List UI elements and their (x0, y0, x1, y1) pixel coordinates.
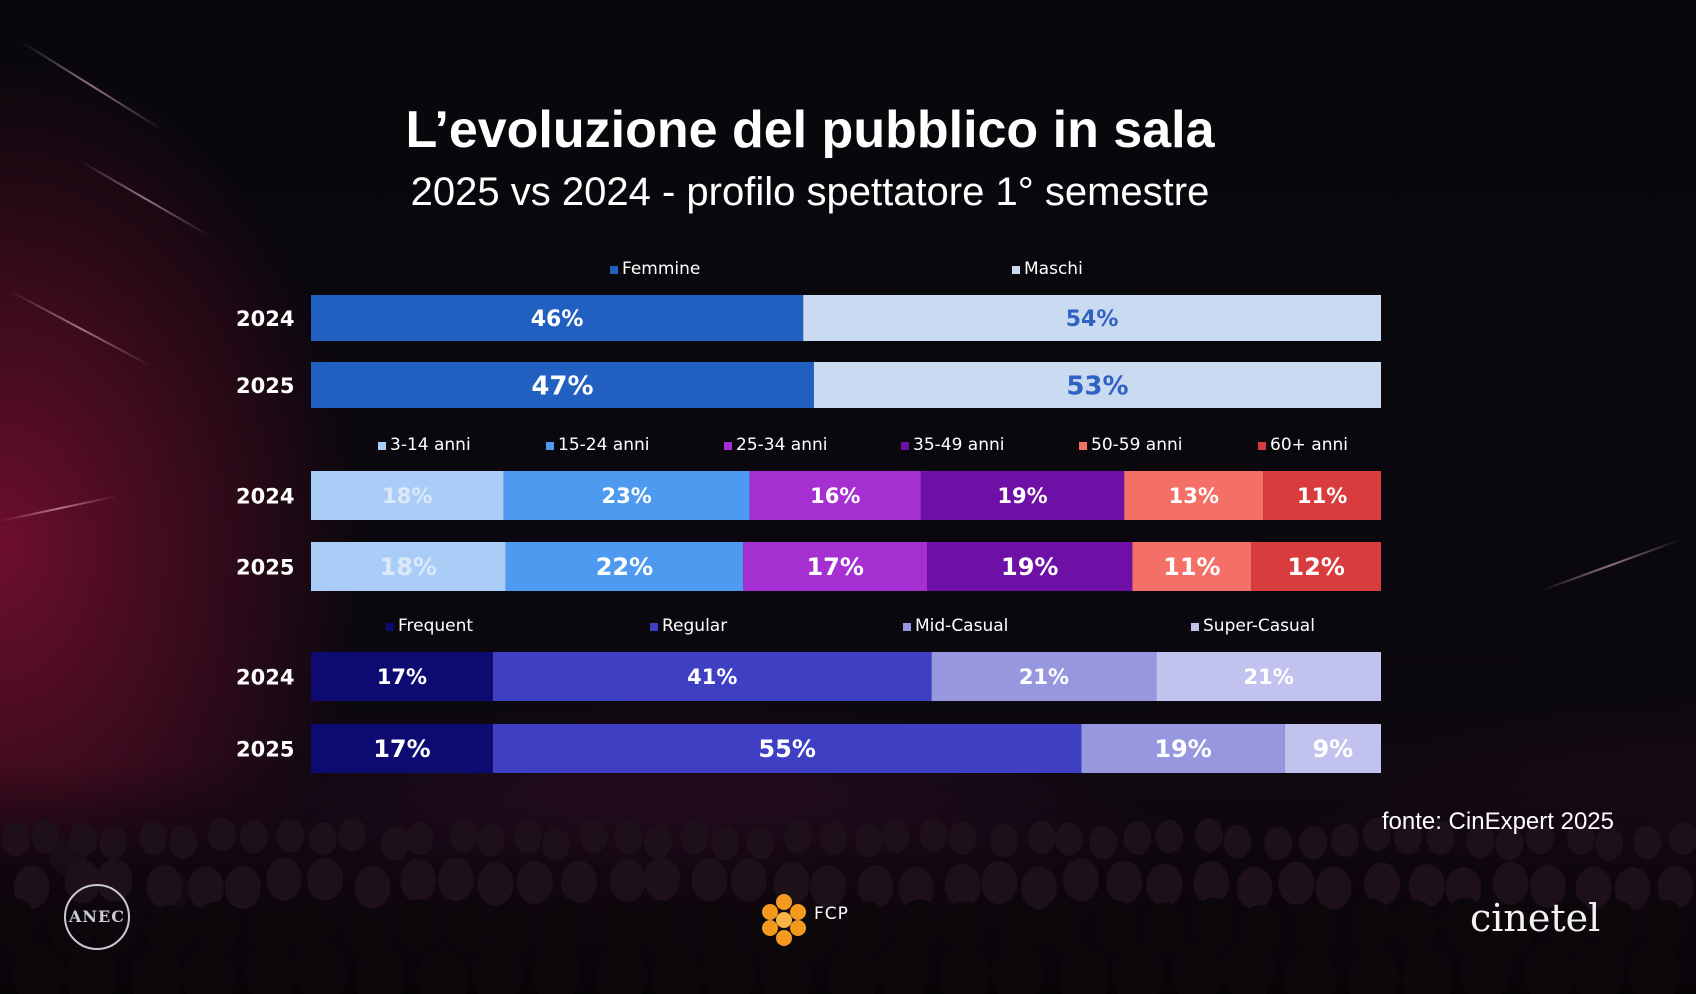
fcp-logo-text: FCP (814, 904, 849, 924)
page-title: L’evoluzione del pubblico in sala (405, 101, 1215, 159)
bar-segment (311, 724, 493, 773)
bar-value-label: 12% (1287, 553, 1344, 581)
legend-label: 60+ anni (1270, 435, 1348, 455)
legend-label: Mid-Casual (915, 616, 1008, 636)
bar-segment (311, 542, 506, 591)
bar-segment (503, 471, 750, 520)
bar-segment (1124, 471, 1264, 520)
bar-value-label: 21% (1019, 665, 1069, 689)
bar-value-label: 54% (1066, 307, 1119, 332)
legend-swatch (1258, 442, 1266, 450)
bar-segment (1132, 542, 1252, 591)
bar-segment (803, 295, 1381, 341)
audience-heads (0, 817, 1696, 994)
bar-value-label: 41% (687, 665, 737, 689)
source-note: fonte: CinExpert 2025 (1381, 808, 1614, 835)
year-label: 2024 (236, 485, 294, 509)
bar-value-label: 53% (1066, 371, 1128, 401)
bar-segment (311, 652, 493, 701)
bar-value-label: 46% (531, 307, 584, 332)
legend-swatch (724, 442, 732, 450)
bar-value-label: 17% (373, 735, 430, 763)
bar-value-label: 55% (758, 735, 815, 763)
legend-swatch (610, 266, 618, 274)
bar-segment (311, 362, 814, 408)
legend-swatch (1012, 266, 1020, 274)
legend-label: 25-34 anni (736, 435, 828, 455)
legend-label: Super-Casual (1203, 616, 1315, 636)
legend-label: 50-59 anni (1091, 435, 1183, 455)
legend-swatch (903, 623, 911, 631)
legend-label: Maschi (1024, 259, 1083, 279)
bar-value-label: 21% (1244, 665, 1294, 689)
bar-value-label: 11% (1297, 484, 1347, 508)
bar-value-label: 17% (806, 553, 863, 581)
year-label: 2025 (236, 556, 294, 580)
bar-segment (492, 652, 932, 701)
bar-segment (505, 542, 744, 591)
legend-label: Frequent (398, 616, 473, 636)
year-label: 2025 (236, 738, 294, 762)
bar-value-label: 18% (382, 484, 432, 508)
legend-label: 15-24 anni (558, 435, 650, 455)
bar-segment (1263, 471, 1381, 520)
page-subtitle: 2025 vs 2024 - profilo spettatore 1° sem… (410, 170, 1210, 214)
anec-logo: ANEC (64, 884, 130, 950)
bar-value-label: 16% (810, 484, 860, 508)
fcp-logo: FCP (758, 892, 878, 948)
legend-swatch (1191, 623, 1199, 631)
legend-swatch (546, 442, 554, 450)
legend-label: 3-14 anni (390, 435, 471, 455)
bar-segment (1284, 724, 1381, 773)
bar-value-label: 23% (602, 484, 652, 508)
legend-swatch (1079, 442, 1087, 450)
bar-segment (931, 652, 1157, 701)
bar-value-label: 9% (1312, 735, 1353, 763)
bar-value-label: 19% (1154, 735, 1211, 763)
bar-value-label: 11% (1163, 553, 1220, 581)
bar-segment (920, 471, 1125, 520)
bar-value-label: 18% (380, 553, 437, 581)
legend-label: Femmine (622, 259, 700, 279)
bar-value-label: 17% (377, 665, 427, 689)
bar-segment (1251, 542, 1381, 591)
year-label: 2024 (236, 666, 294, 690)
bar-segment (749, 471, 921, 520)
bar-segment (311, 295, 804, 341)
bar-value-label: 47% (531, 371, 593, 401)
legend-swatch (386, 623, 394, 631)
legend-swatch (378, 442, 386, 450)
bar-value-label: 19% (997, 484, 1047, 508)
bar-segment (1081, 724, 1285, 773)
bar-segment (813, 362, 1381, 408)
bar-segment (927, 542, 1133, 591)
legend-label: 35-49 anni (913, 435, 1005, 455)
bar-segment (492, 724, 1082, 773)
bar-value-label: 19% (1001, 553, 1058, 581)
bar-segment (743, 542, 928, 591)
bar-value-label: 13% (1169, 484, 1219, 508)
legend-label: Regular (662, 616, 727, 636)
flower-icon (762, 894, 806, 946)
legend-swatch (650, 623, 658, 631)
year-label: 2025 (236, 374, 294, 398)
legend-swatch (901, 442, 909, 450)
cinetel-logo: cinetel (1470, 896, 1601, 940)
bar-segment (311, 471, 504, 520)
year-label: 2024 (236, 307, 294, 331)
bar-value-label: 22% (596, 553, 653, 581)
bar-segment (1156, 652, 1381, 701)
